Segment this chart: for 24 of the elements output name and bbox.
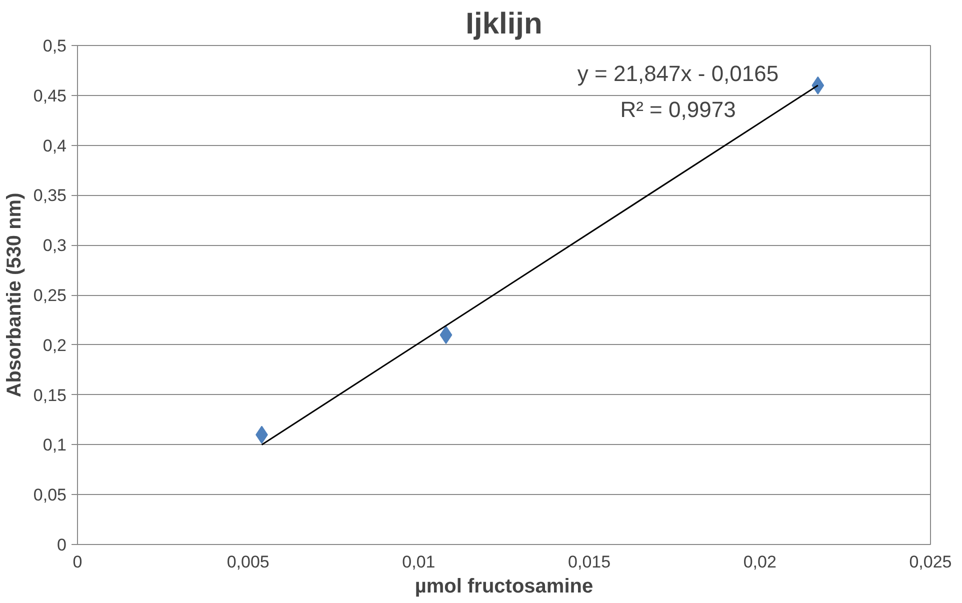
y-tick-label: 0 [57,536,67,554]
point [812,76,824,94]
annotation: R² = 0,9973 [620,96,736,122]
x-tick-label: 0,005 [226,552,270,572]
x-tick-label: 0,01 [402,552,436,572]
point [440,326,452,344]
y-tick-label: 0,4 [42,136,67,156]
x-axis-title: µmol fructosamine [414,576,594,598]
y-axis-title: Absorbantie (530 nm) [3,192,26,398]
chart-title: Ijklijn [466,8,542,40]
y-tick-label: 0,35 [33,186,67,206]
y-tick-label: 0,45 [33,86,67,106]
x-tick-label: 0,025 [909,552,952,572]
y-tick-label: 0,15 [33,386,67,405]
y-tick-label: 0,2 [42,336,67,355]
y-tick-label: 0,3 [42,236,67,256]
y-tick-label: 0,25 [33,286,67,305]
annotation: y = 21,847x - 0,0165 [577,60,779,86]
y-tick-label: 0,1 [42,436,67,455]
y-tick-label: 0,5 [42,36,67,56]
x-tick-label: 0,02 [743,552,776,572]
y-tick-label: 0,05 [33,486,67,505]
x-tick-label: 0,015 [568,552,611,572]
x-tick-label: 0 [72,552,82,572]
